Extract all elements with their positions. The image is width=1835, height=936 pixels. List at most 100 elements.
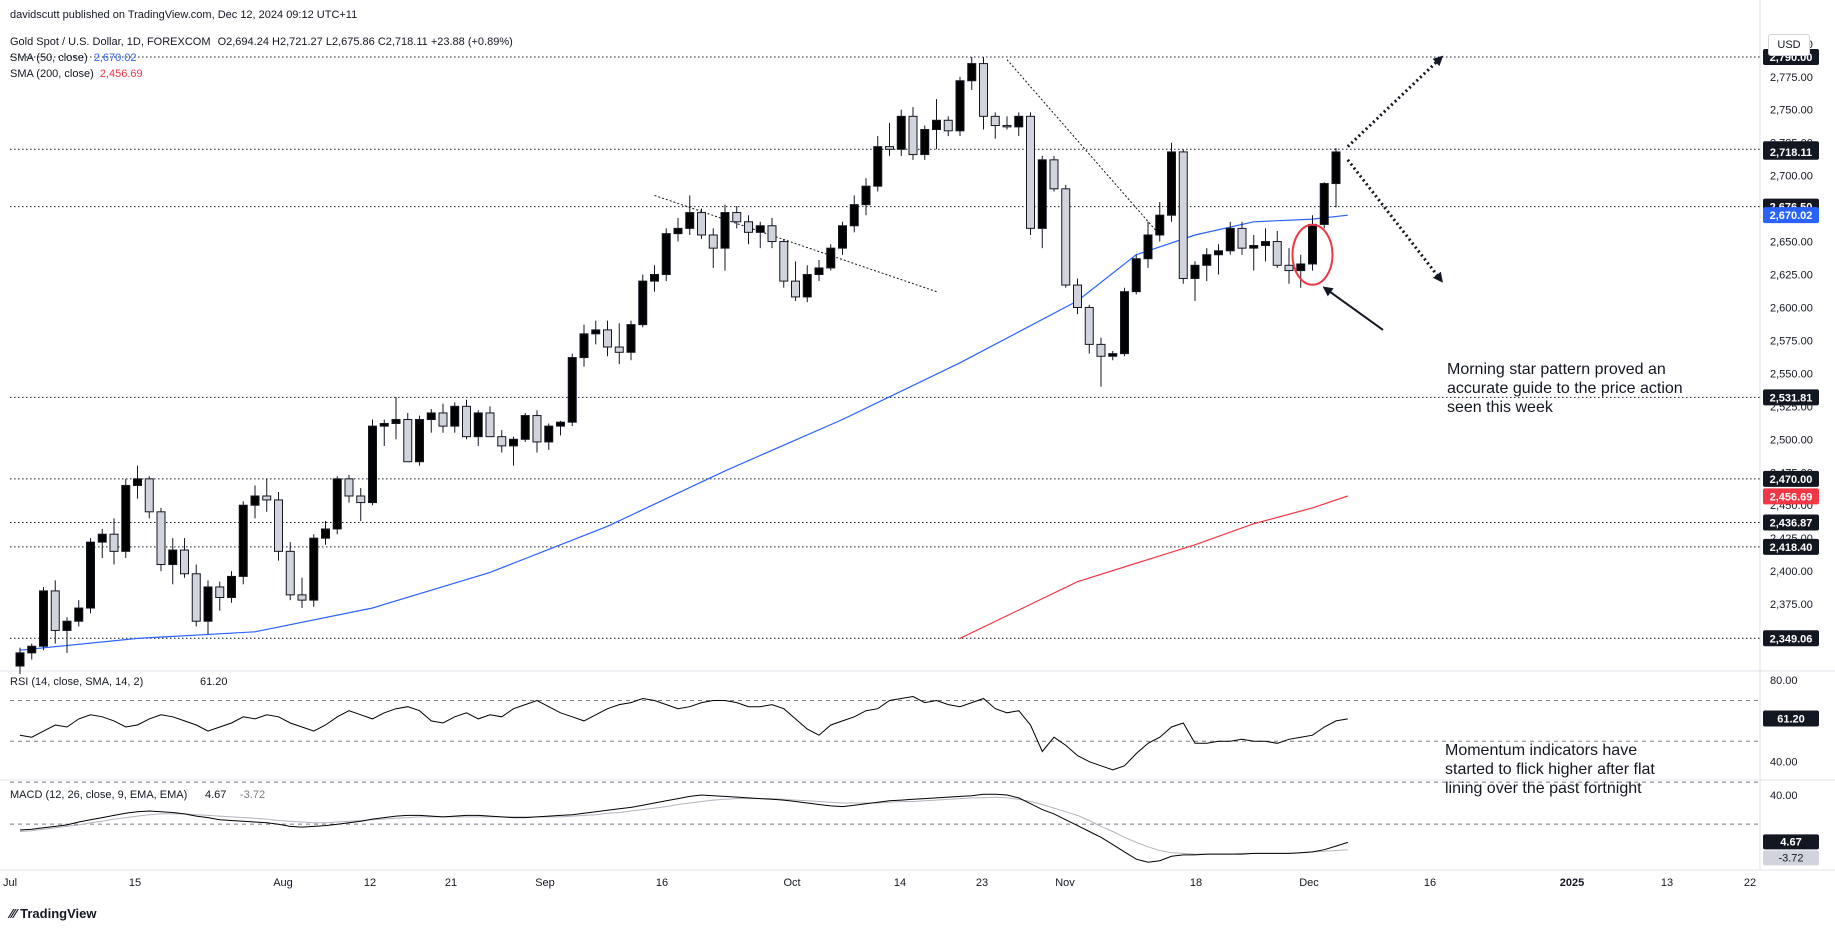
candle[interactable] (356, 495, 366, 504)
candle[interactable] (1073, 284, 1082, 308)
candle[interactable] (1167, 151, 1176, 216)
candle[interactable] (1272, 241, 1282, 266)
candle[interactable] (1225, 227, 1235, 252)
macd-line[interactable] (19, 793, 1348, 863)
candle[interactable] (626, 324, 636, 353)
candle[interactable] (1178, 151, 1188, 279)
sma200-line[interactable] (959, 495, 1348, 639)
candle[interactable] (1084, 306, 1094, 345)
candle[interactable] (238, 504, 248, 577)
candle[interactable] (1190, 264, 1200, 279)
candle[interactable] (955, 80, 965, 132)
candle[interactable] (1037, 159, 1047, 229)
candle[interactable] (344, 478, 354, 497)
candle[interactable] (1237, 227, 1247, 249)
candle[interactable] (1319, 183, 1329, 225)
sma50-line[interactable] (19, 214, 1348, 651)
candle[interactable] (779, 241, 789, 282)
candle[interactable] (567, 357, 577, 423)
candle[interactable] (509, 438, 518, 447)
candle[interactable] (591, 329, 601, 335)
candle[interactable] (262, 495, 272, 501)
candle[interactable] (932, 119, 941, 131)
candle[interactable] (1284, 264, 1294, 272)
candle[interactable] (732, 212, 742, 223)
candle[interactable] (133, 478, 142, 486)
candle[interactable] (297, 594, 307, 601)
candle[interactable] (1014, 115, 1024, 128)
candle[interactable] (86, 541, 95, 609)
candle[interactable] (603, 329, 612, 348)
candle[interactable] (215, 586, 225, 598)
candle[interactable] (1002, 125, 1012, 128)
sma50-legend[interactable]: SMA (50, close) 2,670.02 (10, 52, 137, 64)
candle[interactable] (39, 590, 48, 647)
candle[interactable] (1296, 263, 1306, 272)
candle[interactable] (250, 495, 260, 506)
candle[interactable] (697, 212, 706, 236)
candle[interactable] (368, 425, 377, 504)
candle[interactable] (1096, 343, 1106, 357)
callout-arrow[interactable] (1322, 286, 1384, 331)
candle[interactable] (309, 537, 319, 601)
candle[interactable] (168, 549, 178, 566)
candle[interactable] (391, 419, 401, 424)
candle[interactable] (415, 419, 424, 463)
candle[interactable] (802, 274, 812, 298)
candle[interactable] (1143, 234, 1153, 260)
trend-line[interactable] (1006, 59, 1161, 236)
candle[interactable] (532, 415, 542, 443)
candle[interactable] (156, 511, 166, 566)
candle[interactable] (767, 225, 777, 243)
candle[interactable] (462, 405, 471, 438)
candle[interactable] (826, 247, 836, 269)
candle[interactable] (473, 412, 483, 438)
sma200-legend[interactable]: SMA (200, close) 2,456.69 (10, 68, 143, 80)
candle[interactable] (450, 405, 460, 427)
candle[interactable] (1202, 254, 1212, 266)
macd-signal-line[interactable] (19, 796, 1348, 855)
candle[interactable] (403, 419, 413, 463)
symbol-title[interactable]: Gold Spot / U.S. Dollar, 1D, FOREXCOM (10, 36, 211, 48)
candle[interactable] (967, 63, 977, 82)
morning-star-circle[interactable] (1291, 223, 1334, 286)
candle[interactable] (109, 533, 119, 552)
candle[interactable] (485, 412, 495, 438)
candle[interactable] (873, 146, 883, 187)
candle[interactable] (885, 146, 894, 150)
candle[interactable] (943, 119, 953, 132)
candle[interactable] (908, 115, 918, 156)
candle[interactable] (62, 620, 72, 631)
candle[interactable] (673, 227, 683, 235)
candle[interactable] (791, 280, 800, 298)
candle[interactable] (1331, 151, 1341, 185)
candle[interactable] (1049, 159, 1059, 190)
candle[interactable] (520, 415, 530, 440)
candle[interactable] (203, 586, 213, 622)
candle[interactable] (838, 225, 847, 249)
candle[interactable] (979, 63, 988, 117)
candle[interactable] (227, 575, 236, 598)
candle[interactable] (15, 652, 25, 667)
candle[interactable] (1120, 291, 1129, 355)
candle[interactable] (285, 550, 295, 596)
candle[interactable] (755, 225, 765, 233)
candle[interactable] (1155, 214, 1165, 236)
candle[interactable] (1261, 241, 1270, 247)
candle[interactable] (332, 478, 342, 530)
candle[interactable] (814, 267, 824, 276)
projection-arrow[interactable] (1346, 158, 1443, 283)
candle[interactable] (27, 645, 37, 654)
candle[interactable] (438, 412, 448, 427)
candle[interactable] (180, 549, 189, 575)
candle[interactable] (650, 274, 659, 282)
candle[interactable] (191, 573, 201, 622)
currency-selector[interactable]: USD (1768, 34, 1810, 56)
candle[interactable] (426, 412, 436, 421)
candle[interactable] (614, 346, 624, 353)
candle[interactable] (121, 484, 131, 552)
candle[interactable] (1026, 115, 1035, 229)
candle[interactable] (920, 129, 930, 156)
